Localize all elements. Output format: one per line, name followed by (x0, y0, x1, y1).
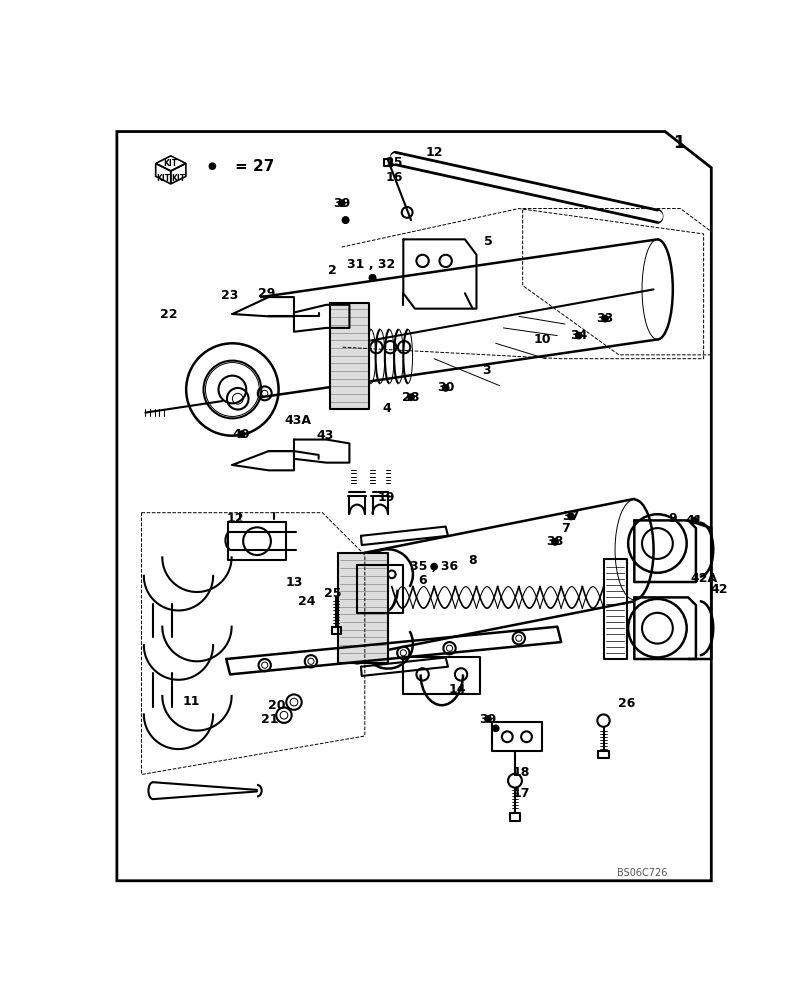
Text: 34: 34 (570, 329, 587, 342)
Text: BS06C726: BS06C726 (617, 868, 667, 878)
Text: 1: 1 (673, 134, 684, 152)
Text: 18: 18 (512, 766, 530, 779)
Text: 28: 28 (402, 391, 419, 404)
Circle shape (551, 538, 559, 546)
Text: 43A: 43A (284, 414, 311, 427)
Text: 15: 15 (385, 156, 403, 169)
Text: 14: 14 (448, 683, 466, 696)
Text: 4: 4 (382, 402, 391, 415)
Circle shape (575, 332, 583, 339)
Circle shape (431, 563, 438, 570)
Text: 41: 41 (686, 514, 703, 527)
Circle shape (368, 274, 377, 282)
Text: 25: 25 (324, 587, 341, 600)
Text: 17: 17 (512, 787, 530, 800)
Text: 39: 39 (333, 197, 351, 210)
Text: 42A: 42A (690, 572, 718, 585)
Circle shape (338, 199, 346, 207)
Text: 9: 9 (668, 512, 677, 525)
Text: 39: 39 (479, 713, 497, 726)
Text: 37: 37 (562, 510, 580, 523)
Text: KIT: KIT (171, 174, 185, 183)
Text: 7: 7 (561, 522, 570, 535)
Text: 16: 16 (385, 171, 402, 184)
Text: 40: 40 (233, 428, 250, 441)
Text: 43: 43 (316, 429, 334, 442)
Text: 8: 8 (469, 554, 477, 567)
Circle shape (484, 715, 492, 723)
Circle shape (407, 393, 415, 401)
Text: 38: 38 (546, 535, 564, 548)
Circle shape (567, 513, 575, 520)
Circle shape (342, 216, 349, 224)
Text: 2: 2 (328, 264, 337, 277)
Circle shape (208, 162, 217, 170)
Text: 29: 29 (259, 287, 276, 300)
Text: 5: 5 (484, 235, 492, 248)
Text: KIT: KIT (156, 174, 170, 183)
Circle shape (601, 315, 609, 323)
Text: 10: 10 (533, 333, 551, 346)
Text: 19: 19 (377, 491, 395, 504)
Polygon shape (330, 303, 368, 409)
Text: 3: 3 (482, 364, 490, 377)
Text: 13: 13 (285, 576, 303, 588)
Polygon shape (338, 553, 388, 663)
Text: KIT: KIT (164, 159, 178, 168)
Text: 21: 21 (261, 713, 279, 726)
Text: 11: 11 (183, 695, 200, 708)
Circle shape (492, 724, 499, 732)
Circle shape (691, 517, 698, 524)
Text: 30: 30 (437, 381, 454, 394)
Text: 12: 12 (425, 146, 443, 159)
Text: 33: 33 (596, 312, 614, 325)
Text: 24: 24 (298, 595, 316, 608)
Text: 42: 42 (710, 583, 728, 596)
Circle shape (442, 384, 449, 392)
Text: 26: 26 (618, 697, 635, 710)
Circle shape (368, 274, 377, 282)
Text: 23: 23 (221, 289, 238, 302)
Text: 6: 6 (419, 574, 427, 587)
Circle shape (342, 216, 349, 224)
Text: 12: 12 (227, 512, 244, 525)
Text: 31 , 32: 31 , 32 (347, 258, 395, 271)
Text: 22: 22 (160, 308, 177, 321)
Circle shape (238, 430, 246, 438)
Text: 20: 20 (267, 699, 285, 712)
Text: = 27: = 27 (235, 159, 275, 174)
Text: 35 , 36: 35 , 36 (410, 560, 458, 573)
